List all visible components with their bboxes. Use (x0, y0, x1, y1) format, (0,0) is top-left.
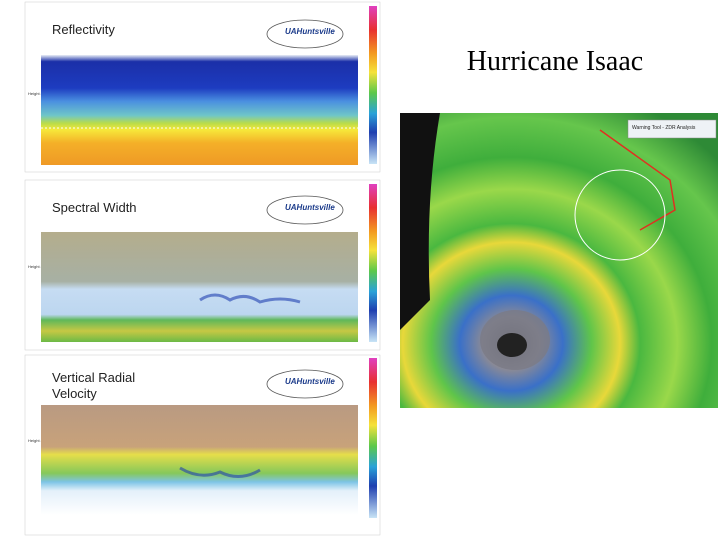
eye (497, 333, 527, 357)
logo-ring (266, 369, 344, 399)
warning-polygon (599, 129, 676, 231)
colorbar (369, 6, 377, 164)
colorbar (369, 358, 377, 518)
panel-title: Reflectivity (52, 22, 115, 37)
logo: UAHuntsville (285, 203, 335, 212)
warning-box-label: Warning Tool - ZDR Analysis (632, 125, 696, 131)
slide-title: Hurricane Isaac (467, 46, 643, 77)
radar-void (400, 113, 440, 330)
reflectivity-panel: Reflectivity UAHuntsville Height (km) (24, 1, 381, 173)
logo-ring (266, 19, 344, 49)
logo-ring (266, 195, 344, 225)
warning-box (627, 119, 717, 139)
y-label: Height (km) (28, 264, 49, 269)
logo: UAHuntsville (285, 377, 335, 386)
velocity-panel: Vertical Radial Velocity UAHuntsville He… (24, 354, 381, 536)
plot (41, 55, 358, 165)
radar-background (400, 113, 718, 408)
range-ring (574, 169, 666, 261)
plot (41, 405, 358, 515)
radar-image: Warning Tool - ZDR Analysis (400, 113, 718, 408)
plot-feature (199, 293, 301, 304)
panel-title: Velocity (52, 386, 97, 401)
y-label: Height (km) (28, 91, 49, 96)
panel-title: Spectral Width (52, 200, 137, 215)
panel-title: Vertical Radial (52, 370, 135, 385)
y-label: Height (km) (28, 438, 49, 443)
colorbar (369, 184, 377, 342)
plot-feature (179, 466, 261, 478)
spectral-width-panel: Spectral Width UAHuntsville Height (km) (24, 179, 381, 351)
logo: UAHuntsville (285, 27, 335, 36)
plot (41, 232, 358, 342)
